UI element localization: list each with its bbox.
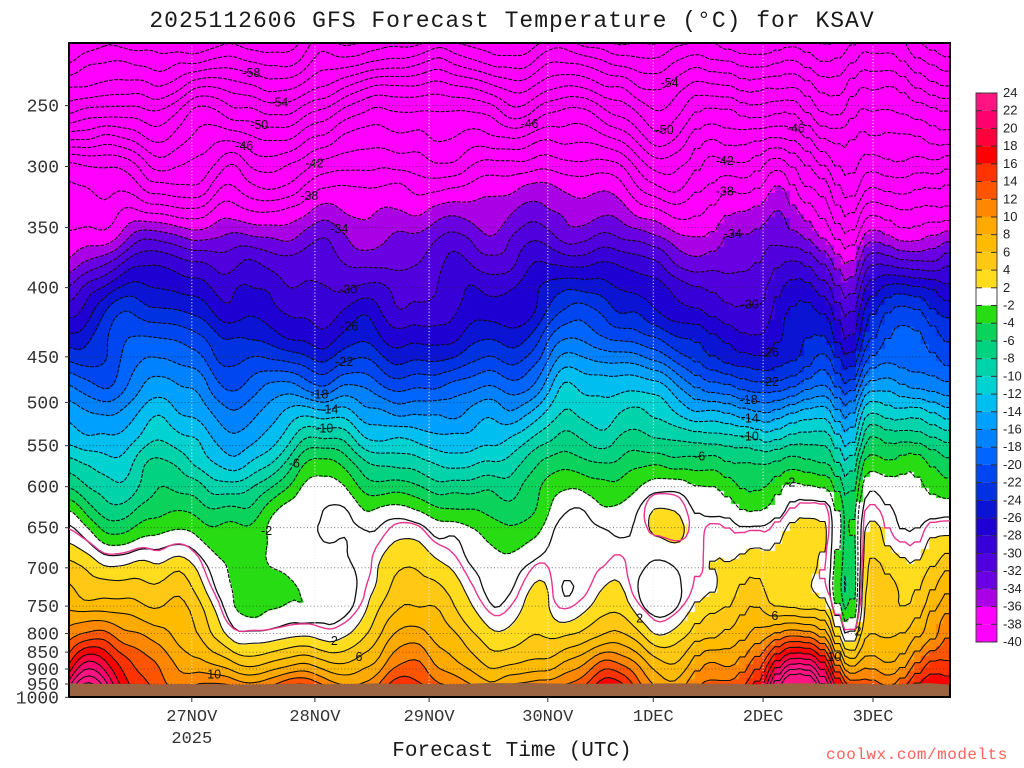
svg-text:-6: -6 <box>694 449 705 463</box>
svg-text:22: 22 <box>1003 103 1017 118</box>
svg-text:-30: -30 <box>1003 545 1022 560</box>
svg-text:550: 550 <box>27 438 59 458</box>
svg-text:-10: -10 <box>315 422 333 436</box>
svg-text:-18: -18 <box>1003 439 1022 454</box>
svg-text:-54: -54 <box>661 76 679 90</box>
svg-text:3DEC: 3DEC <box>853 708 894 727</box>
svg-text:18: 18 <box>1003 138 1017 153</box>
svg-text:-10: -10 <box>741 429 759 443</box>
svg-text:-46: -46 <box>520 117 538 131</box>
svg-text:-30: -30 <box>741 297 759 311</box>
svg-text:-18: -18 <box>740 393 758 407</box>
svg-text:14: 14 <box>1003 174 1017 189</box>
svg-text:-22: -22 <box>761 375 779 389</box>
svg-text:29NOV: 29NOV <box>404 708 456 727</box>
svg-text:8: 8 <box>1003 227 1010 242</box>
svg-text:1DEC: 1DEC <box>633 708 674 727</box>
svg-text:650: 650 <box>27 520 59 540</box>
svg-text:16: 16 <box>1003 156 1017 171</box>
svg-text:-20: -20 <box>1003 457 1022 472</box>
svg-text:2: 2 <box>1003 280 1010 295</box>
svg-text:27NOV: 27NOV <box>166 708 218 727</box>
svg-text:-12: -12 <box>1003 386 1022 401</box>
svg-text:2025: 2025 <box>171 730 212 749</box>
svg-text:250: 250 <box>27 98 59 118</box>
svg-text:30NOV: 30NOV <box>522 708 574 727</box>
svg-text:-32: -32 <box>1003 563 1022 578</box>
svg-text:400: 400 <box>27 280 59 300</box>
svg-text:-38: -38 <box>300 189 318 203</box>
svg-text:2: 2 <box>331 634 338 648</box>
svg-text:-50: -50 <box>656 123 674 137</box>
svg-text:2DEC: 2DEC <box>743 708 784 727</box>
svg-text:24: 24 <box>1003 85 1017 100</box>
svg-text:450: 450 <box>27 349 59 369</box>
svg-text:-42: -42 <box>716 154 734 168</box>
svg-text:2: 2 <box>636 611 643 625</box>
svg-text:10: 10 <box>1003 209 1017 224</box>
svg-text:-18: -18 <box>310 387 328 401</box>
svg-text:800: 800 <box>27 626 59 646</box>
svg-text:350: 350 <box>27 220 59 240</box>
svg-text:-14: -14 <box>741 412 759 426</box>
svg-text:-54: -54 <box>270 95 288 109</box>
svg-text:-14: -14 <box>1003 404 1022 419</box>
svg-text:-40: -40 <box>1003 634 1022 649</box>
svg-text:500: 500 <box>27 394 59 414</box>
svg-text:600: 600 <box>27 479 59 499</box>
svg-text:-8: -8 <box>1003 351 1015 366</box>
svg-text:-10: -10 <box>1003 368 1022 383</box>
svg-text:28NOV: 28NOV <box>289 708 341 727</box>
svg-text:750: 750 <box>27 598 59 618</box>
svg-text:-26: -26 <box>340 320 358 334</box>
svg-text:-6: -6 <box>1003 333 1015 348</box>
svg-text:-6: -6 <box>289 457 300 471</box>
svg-text:1000: 1000 <box>16 689 59 709</box>
svg-text:-2: -2 <box>261 524 272 538</box>
svg-text:-34: -34 <box>330 222 348 236</box>
svg-text:-2: -2 <box>784 476 795 490</box>
svg-text:700: 700 <box>27 560 59 580</box>
svg-text:-30: -30 <box>339 283 357 297</box>
svg-text:4: 4 <box>1003 262 1010 277</box>
svg-text:-46: -46 <box>235 139 253 153</box>
svg-text:6: 6 <box>1003 244 1010 259</box>
svg-text:12: 12 <box>1003 191 1017 206</box>
svg-text:-22: -22 <box>335 355 353 369</box>
svg-text:-34: -34 <box>724 227 742 241</box>
svg-text:-22: -22 <box>1003 475 1022 490</box>
svg-text:20: 20 <box>1003 120 1017 135</box>
svg-text:-26: -26 <box>1003 510 1022 525</box>
svg-text:6: 6 <box>771 609 778 623</box>
svg-text:-50: -50 <box>250 118 268 132</box>
svg-text:-28: -28 <box>1003 528 1022 543</box>
svg-text:-24: -24 <box>1003 492 1022 507</box>
svg-text:-4: -4 <box>1003 315 1015 330</box>
svg-text:-38: -38 <box>1003 616 1022 631</box>
svg-text:-16: -16 <box>1003 421 1022 436</box>
svg-text:-58: -58 <box>242 66 260 80</box>
svg-text:-2: -2 <box>1003 298 1015 313</box>
svg-text:-46: -46 <box>787 122 805 136</box>
svg-text:-34: -34 <box>1003 581 1022 596</box>
svg-text:300: 300 <box>27 159 59 179</box>
svg-text:-36: -36 <box>1003 599 1022 614</box>
svg-text:-14: -14 <box>320 402 338 416</box>
svg-text:10: 10 <box>207 667 221 681</box>
svg-text:-38: -38 <box>716 185 734 199</box>
